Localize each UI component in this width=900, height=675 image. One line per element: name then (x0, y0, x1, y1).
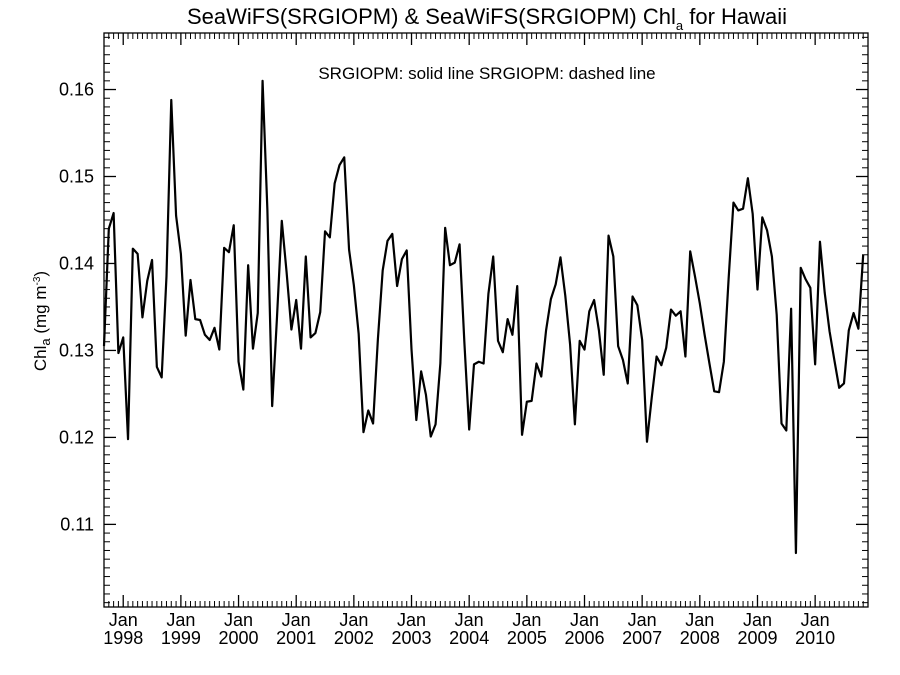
x-tick-month-label: Jan (282, 610, 311, 630)
chart-title: SeaWiFS(SRGIOPM) & SeaWiFS(SRGIOPM) Chla… (187, 4, 787, 33)
series-line-solid (102, 79, 865, 555)
x-tick-year-label: 1998 (103, 628, 143, 648)
x-tick-month-label: Jan (801, 610, 830, 630)
y-tick-label: 0.13 (59, 340, 94, 360)
x-tick-year-label: 2009 (737, 628, 777, 648)
x-tick-month-label: Jan (512, 610, 541, 630)
x-tick-month-label: Jan (743, 610, 772, 630)
x-tick-month-label: Jan (224, 610, 253, 630)
x-tick-year-label: 1999 (161, 628, 201, 648)
x-tick-year-label: 2005 (507, 628, 547, 648)
y-tick-label: 0.15 (59, 167, 94, 187)
x-tick-year-label: 2008 (680, 628, 720, 648)
x-tick-month-label: Jan (166, 610, 195, 630)
x-tick-month-label: Jan (339, 610, 368, 630)
x-tick-year-label: 2007 (622, 628, 662, 648)
y-tick-label: 0.12 (59, 427, 94, 447)
y-axis-label: Chla (mg m-3) (31, 271, 53, 371)
plot-frame (103, 32, 869, 608)
y-tick-label: 0.16 (59, 80, 94, 100)
y-tick-label: 0.11 (60, 514, 94, 534)
x-tick-year-label: 2000 (219, 628, 259, 648)
x-tick-month-label: Jan (109, 610, 138, 630)
x-tick-month-label: Jan (455, 610, 484, 630)
x-tick-year-label: 2003 (391, 628, 431, 648)
x-tick-year-label: 2004 (449, 628, 489, 648)
x-tick-year-label: 2006 (564, 628, 604, 648)
x-axis-ticks: Jan1998Jan1999Jan2000Jan2001Jan2002Jan20… (103, 33, 864, 648)
y-tick-label: 0.14 (59, 253, 94, 273)
x-tick-year-label: 2010 (795, 628, 835, 648)
x-tick-month-label: Jan (628, 610, 657, 630)
x-tick-year-label: 2001 (276, 628, 316, 648)
legend-text: SRGIOPM: solid line SRGIOPM: dashed line (318, 64, 655, 83)
x-tick-month-label: Jan (685, 610, 714, 630)
x-tick-year-label: 2002 (334, 628, 374, 648)
x-tick-month-label: Jan (397, 610, 426, 630)
x-tick-month-label: Jan (570, 610, 599, 630)
